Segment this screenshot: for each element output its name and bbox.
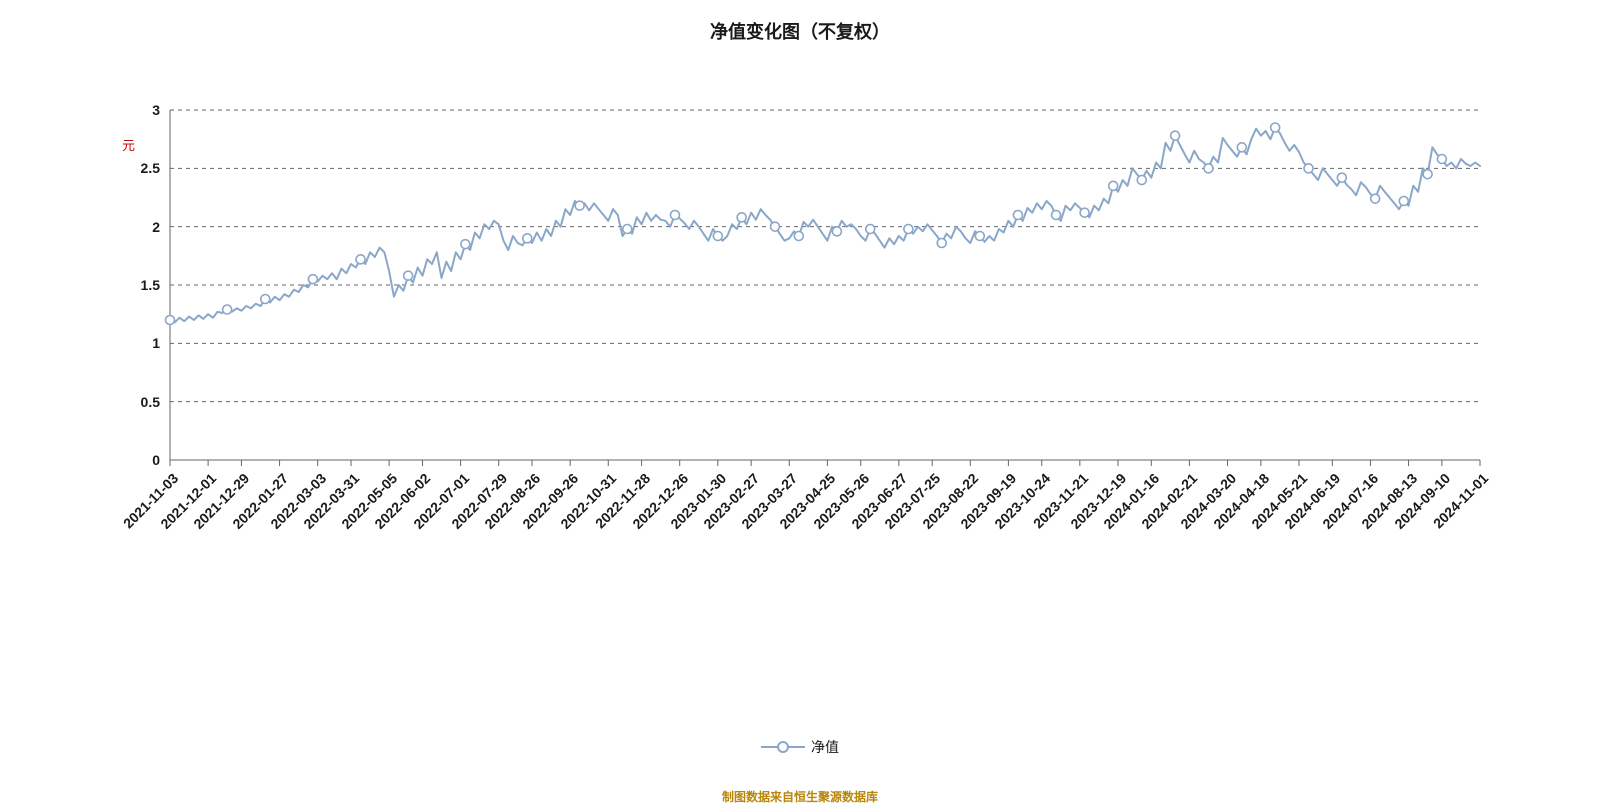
chart-svg <box>170 110 1480 460</box>
y-tick-label: 0.5 <box>141 394 170 410</box>
y-tick-label: 2 <box>152 219 170 235</box>
y-tick-label: 3 <box>152 102 170 118</box>
legend-line-sample <box>761 746 805 748</box>
y-tick-label: 0 <box>152 452 170 468</box>
y-tick-label: 2.5 <box>141 160 170 176</box>
y-tick-label: 1 <box>152 335 170 351</box>
y-tick-label: 1.5 <box>141 277 170 293</box>
chart-title: 净值变化图（不复权） <box>0 18 1600 44</box>
plot-area: 00.511.522.532021-11-032021-12-012021-12… <box>170 110 1480 460</box>
legend-marker-sample <box>777 741 789 753</box>
legend: 净值 <box>0 735 1600 757</box>
legend-label: 净值 <box>811 737 839 757</box>
nav-chart: { "chart": { "type": "line", "title": "净… <box>0 0 1600 800</box>
y-axis-unit: 元 <box>122 135 135 154</box>
data-source-footer: 制图数据来自恒生聚源数据库 <box>0 788 1600 805</box>
